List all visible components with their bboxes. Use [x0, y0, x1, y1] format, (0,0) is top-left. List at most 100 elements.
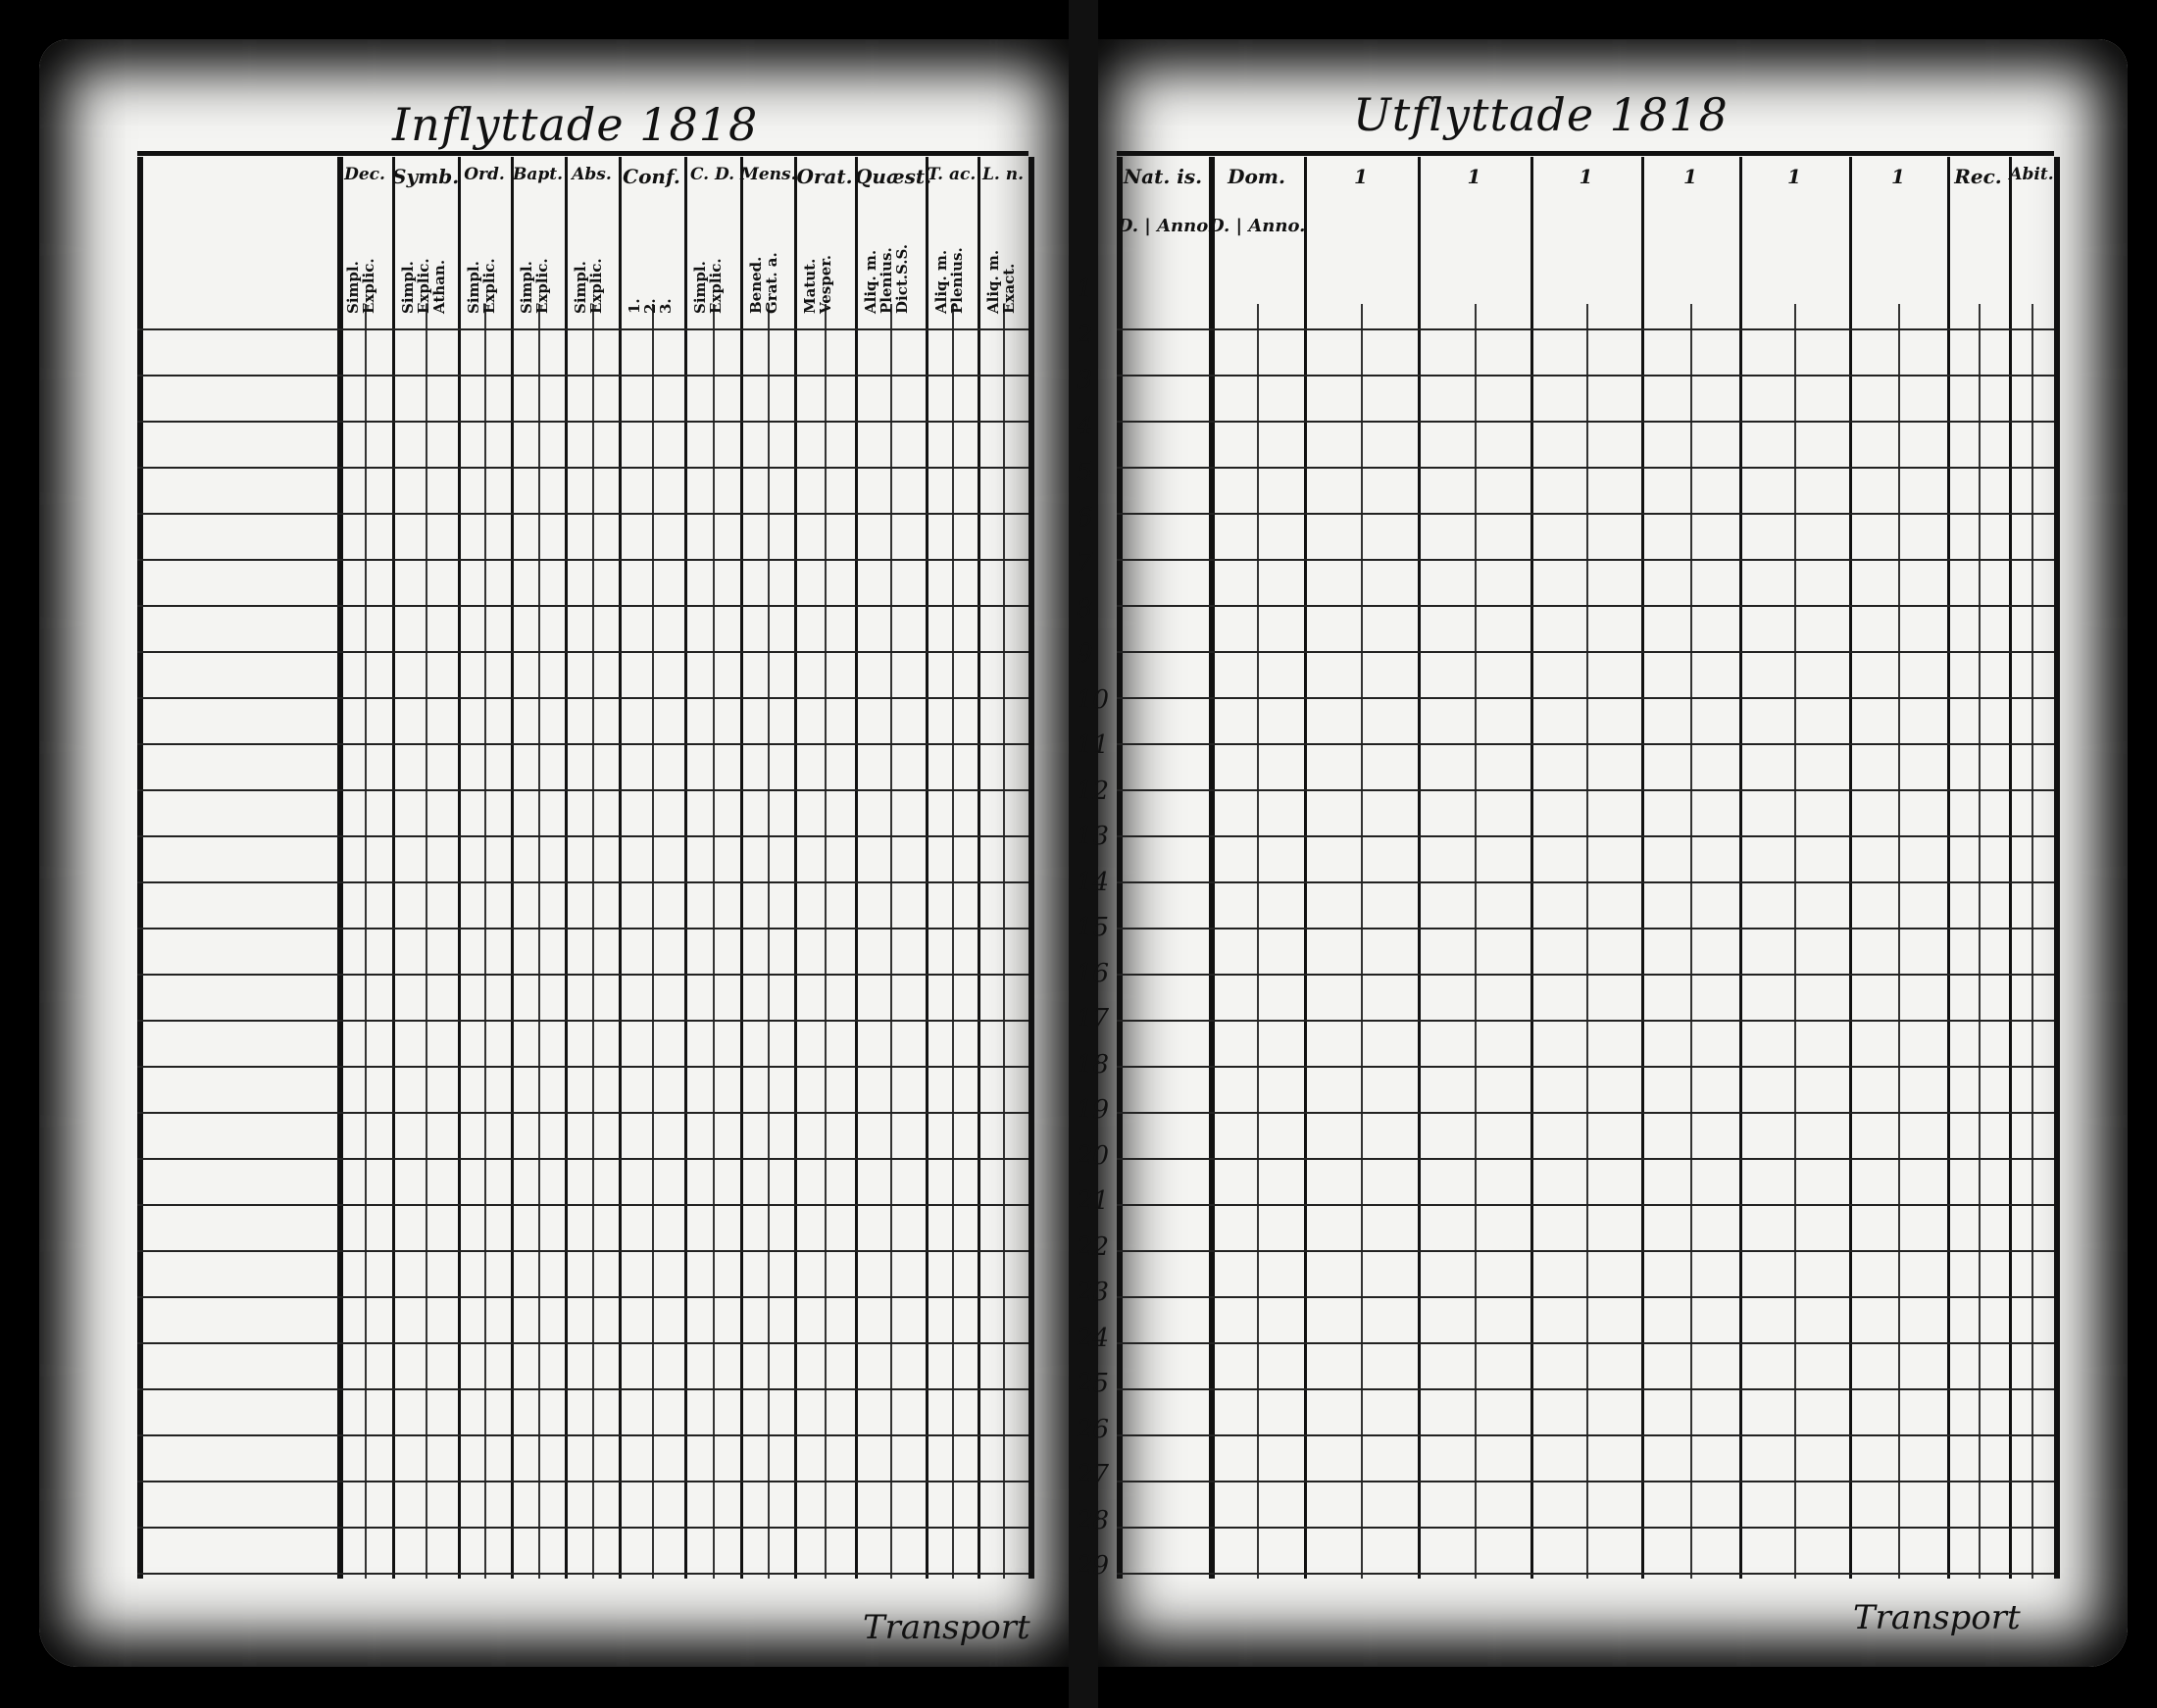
right-row-number: 19 — [1077, 1095, 1110, 1125]
right-column-subheader: D. | Anno. — [1209, 216, 1306, 236]
right-row-number: 14 — [1077, 867, 1110, 897]
right-page — [1088, 39, 2128, 1667]
left-row-line — [137, 1020, 1028, 1022]
right-row-line — [1117, 513, 2054, 515]
left-subcolumn-divider — [537, 304, 540, 1579]
right-row-line — [1117, 328, 2054, 330]
right-row-number: 26 — [1077, 1414, 1110, 1444]
right-row-line — [1117, 375, 2054, 377]
right-row-number: 18 — [1077, 1049, 1110, 1080]
right-row-line — [1117, 789, 2054, 791]
right-column-divider — [1739, 157, 1742, 1579]
right-row-line — [1117, 1527, 2054, 1529]
right-row-number: 23 — [1077, 1278, 1110, 1307]
right-row-line — [1117, 1296, 2054, 1298]
right-column-divider — [1117, 157, 1123, 1579]
right-row-line — [1117, 605, 2054, 607]
left-row-line — [137, 1388, 1028, 1390]
left-row-line — [137, 1573, 1028, 1575]
right-subcolumn-divider — [2032, 304, 2033, 1579]
left-column-divider — [619, 157, 622, 1579]
left-subcolumn-divider — [825, 304, 827, 1579]
left-row-line — [137, 789, 1028, 791]
right-row-number: 11 — [1077, 730, 1110, 760]
left-column-subheader: Simpl. Explic. — [691, 258, 725, 314]
left-column-header: Bapt. — [512, 165, 564, 184]
right-row-number: 22 — [1077, 1231, 1110, 1262]
right-column-header: Rec. — [1954, 165, 2002, 188]
left-column-subheader: Aliq. m. Plenius. Dict.S.S. — [862, 243, 911, 314]
right-row-line — [1117, 1388, 2054, 1390]
right-row-number: 2 — [1077, 320, 1093, 350]
right-row-number: 25 — [1077, 1369, 1110, 1398]
right-row-line — [1117, 974, 2054, 976]
left-row-line — [137, 1296, 1028, 1298]
left-row-line — [137, 974, 1028, 976]
left-row-line — [137, 467, 1028, 469]
left-subcolumn-divider — [651, 304, 654, 1579]
left-row-line — [137, 1204, 1028, 1206]
left-column-divider — [565, 157, 568, 1579]
left-column-subheader: Simpl. Explic. — [344, 258, 377, 314]
left-subcolumn-divider — [365, 304, 367, 1579]
right-column-divider — [1304, 157, 1307, 1579]
left-row-line — [137, 328, 1028, 330]
right-subcolumn-divider — [1794, 304, 1796, 1579]
right-column-divider — [1530, 157, 1533, 1579]
left-column-header: Symb. — [392, 165, 460, 188]
left-column-divider — [926, 157, 928, 1579]
right-top-rule — [1117, 151, 2054, 156]
left-row-line — [137, 1158, 1028, 1160]
right-column-header: Abit. — [2009, 165, 2054, 184]
left-column-subheader: Matut. Vesper. — [801, 254, 834, 314]
right-row-line — [1117, 1573, 2054, 1575]
left-column-subheader: Aliq. m. Plenius. — [932, 247, 966, 314]
right-column-divider — [1641, 157, 1644, 1579]
right-row-line — [1117, 1250, 2054, 1252]
right-row-line — [1117, 651, 2054, 653]
left-row-line — [137, 1250, 1028, 1252]
left-row-line — [137, 1066, 1028, 1068]
right-row-number: 3 — [1077, 366, 1093, 395]
left-column-header: Abs. — [572, 165, 612, 184]
right-column-divider — [1849, 157, 1852, 1579]
right-row-number: 4 — [1077, 411, 1093, 441]
left-row-line — [137, 743, 1028, 745]
right-row-number: 9 — [1077, 639, 1093, 669]
left-row-line — [137, 651, 1028, 653]
left-column-divider — [337, 157, 343, 1579]
left-column-divider — [684, 157, 687, 1579]
left-column-header: L. n. — [981, 165, 1025, 184]
left-row-line — [137, 835, 1028, 837]
left-row-line — [137, 1434, 1028, 1436]
left-column-header: C. D. — [689, 165, 735, 184]
right-row-line — [1117, 1204, 2054, 1206]
right-subcolumn-divider — [1978, 304, 1981, 1579]
left-row-line — [137, 697, 1028, 699]
right-subcolumn-divider — [1256, 304, 1259, 1579]
right-row-number: 20 — [1077, 1140, 1110, 1171]
right-column-divider — [1947, 157, 1950, 1579]
right-page-footer: Transport — [1853, 1598, 2021, 1637]
left-subcolumn-divider — [767, 304, 770, 1579]
right-column-header: 1 — [1579, 165, 1593, 188]
left-column-header: Quæst. — [855, 165, 932, 188]
right-row-number: 8 — [1077, 593, 1093, 624]
left-subcolumn-divider — [712, 304, 715, 1579]
left-column-divider — [137, 157, 143, 1579]
left-row-line — [137, 1112, 1028, 1114]
right-row-line — [1117, 1020, 2054, 1022]
left-column-divider — [392, 157, 395, 1579]
right-row-line — [1117, 743, 2054, 745]
left-column-divider — [855, 157, 858, 1579]
right-row-number: 21 — [1077, 1186, 1110, 1216]
right-column-subheader: D. | Anno — [1117, 216, 1209, 236]
right-row-line — [1117, 1342, 2054, 1344]
right-row-number: 12 — [1077, 776, 1110, 806]
left-column-divider — [1028, 157, 1034, 1579]
right-row-number: 17 — [1077, 1004, 1110, 1033]
right-row-number: 13 — [1077, 822, 1110, 851]
left-column-subheader: Simpl. Explic. — [465, 258, 498, 314]
right-row-line — [1117, 559, 2054, 561]
left-row-line — [137, 881, 1028, 883]
